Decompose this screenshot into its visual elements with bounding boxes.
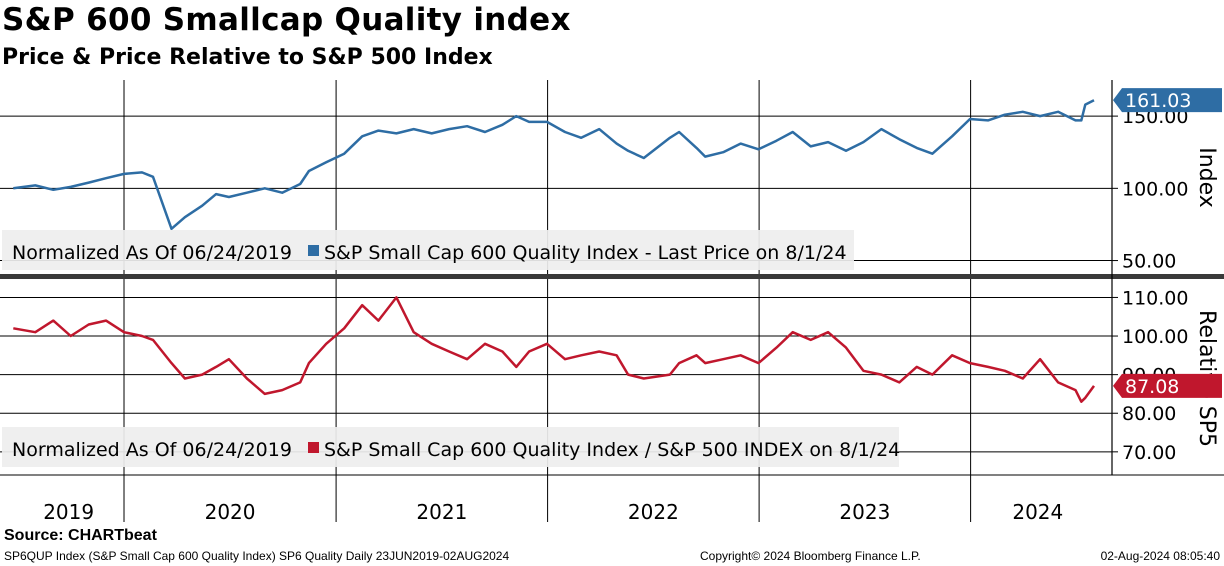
source-note: Source: CHARTbeat <box>4 527 157 544</box>
x-tick-label: 2020 <box>205 500 256 524</box>
footer-timestamp: 02-Aug-2024 08:05:40 <box>1100 549 1220 563</box>
chart-subtitle: Price & Price Relative to S&P 500 Index <box>2 45 493 70</box>
series-line <box>13 99 1095 231</box>
series-line <box>13 296 1096 403</box>
x-tick-label: 2019 <box>43 500 94 524</box>
y-tick-label: 80.00 <box>1122 403 1176 425</box>
y-tick-label: 110.00 <box>1122 287 1188 309</box>
legend-layer: Normalized As Of 06/24/2019 S&P Small Cap… <box>2 230 900 467</box>
legend-entry: S&P Small Cap 600 Quality Index - Last P… <box>324 242 847 264</box>
y-tick-label: 100.00 <box>1122 326 1188 348</box>
x-tick-label: 2022 <box>628 500 679 524</box>
y-tick-label: 50.00 <box>1122 251 1176 273</box>
legend-prefix: Normalized As Of 06/24/2019 <box>12 242 292 264</box>
y-tick-label: 100.00 <box>1122 178 1188 200</box>
x-tick-label: 2021 <box>416 500 467 524</box>
y-axis-title: Index <box>1194 147 1219 208</box>
last-value-tag <box>1113 373 1222 398</box>
y-tick-label: 70.00 <box>1122 442 1176 464</box>
legend-swatch <box>308 442 319 453</box>
chart-title: S&P 600 Smallcap Quality index <box>2 2 571 38</box>
footer-copyright: Copyright© 2024 Bloomberg Finance L.P. <box>700 549 921 563</box>
footer-ticker: SP6QUP Index (S&P Small Cap 600 Quality … <box>4 549 510 563</box>
legend-entry: S&P Small Cap 600 Quality Index / S&P 50… <box>324 439 900 461</box>
x-tick-label: 2024 <box>1012 500 1063 524</box>
axis-layer: 50.00100.00150.00Index161.0370.0080.0090… <box>43 80 1222 524</box>
x-tick-label: 2023 <box>839 500 890 524</box>
legend-box <box>2 230 854 270</box>
legend-box <box>2 427 899 467</box>
legend-swatch <box>308 245 319 256</box>
panel-divider <box>0 274 1224 279</box>
last-value-label: 87.08 <box>1125 376 1179 398</box>
series-layer <box>13 99 1096 403</box>
last-value-label: 161.03 <box>1125 90 1191 112</box>
legend-prefix: Normalized As Of 06/24/2019 <box>12 439 292 461</box>
last-value-tag <box>1113 88 1222 113</box>
